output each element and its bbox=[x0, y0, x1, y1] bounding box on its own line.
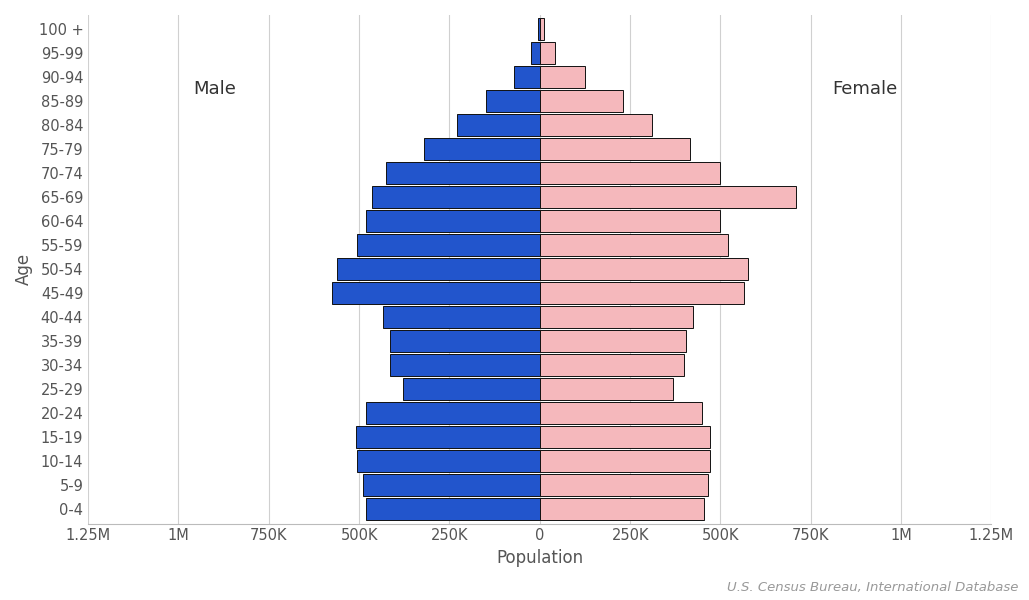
Bar bbox=[366, 498, 540, 520]
Bar bbox=[540, 282, 744, 304]
Bar bbox=[513, 67, 540, 88]
X-axis label: Population: Population bbox=[496, 549, 583, 567]
Bar bbox=[537, 19, 540, 40]
Bar bbox=[540, 91, 623, 112]
Bar bbox=[540, 43, 555, 64]
Bar bbox=[383, 306, 540, 328]
Bar bbox=[540, 210, 720, 232]
Bar bbox=[540, 354, 684, 376]
Bar bbox=[486, 91, 540, 112]
Bar bbox=[390, 354, 540, 376]
Bar bbox=[390, 330, 540, 352]
Text: Female: Female bbox=[832, 80, 897, 98]
Bar bbox=[540, 330, 686, 352]
Bar bbox=[363, 474, 540, 496]
Bar bbox=[356, 426, 540, 448]
Bar bbox=[540, 115, 651, 136]
Text: U.S. Census Bureau, International Database: U.S. Census Bureau, International Databa… bbox=[728, 581, 1019, 594]
Bar bbox=[357, 234, 540, 256]
Bar bbox=[540, 258, 747, 280]
Bar bbox=[386, 162, 540, 184]
Bar bbox=[540, 498, 704, 520]
Bar bbox=[540, 306, 694, 328]
Bar bbox=[540, 19, 543, 40]
Bar bbox=[540, 67, 584, 88]
Bar bbox=[540, 139, 689, 160]
Bar bbox=[540, 234, 728, 256]
Y-axis label: Age: Age bbox=[15, 253, 33, 286]
Bar bbox=[540, 162, 720, 184]
Bar bbox=[424, 139, 540, 160]
Text: Male: Male bbox=[193, 80, 236, 98]
Bar bbox=[540, 402, 703, 424]
Bar bbox=[402, 378, 540, 400]
Bar bbox=[366, 402, 540, 424]
Bar bbox=[457, 115, 540, 136]
Bar bbox=[540, 474, 708, 496]
Bar bbox=[540, 450, 710, 472]
Bar bbox=[371, 186, 540, 208]
Bar bbox=[338, 258, 540, 280]
Bar bbox=[540, 378, 674, 400]
Bar bbox=[357, 450, 540, 472]
Bar bbox=[332, 282, 540, 304]
Bar bbox=[540, 186, 796, 208]
Bar bbox=[366, 210, 540, 232]
Bar bbox=[531, 43, 540, 64]
Bar bbox=[540, 426, 710, 448]
